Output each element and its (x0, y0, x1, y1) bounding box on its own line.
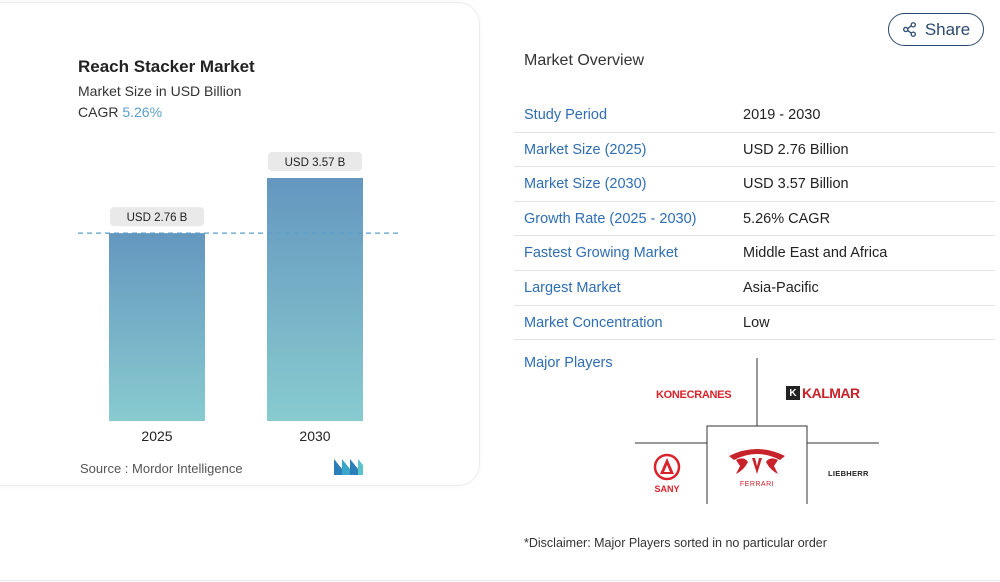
x-tick-label: 2025 (141, 428, 172, 444)
cagr-label: CAGR (78, 104, 119, 120)
data-label-bg (110, 207, 204, 227)
overview-value: 5.26% CAGR (743, 210, 831, 227)
kalmar-logo[interactable]: K KALMAR (786, 385, 860, 401)
overview-value: Asia-Pacific (743, 279, 819, 296)
kalmar-wordmark: KALMAR (802, 385, 860, 401)
overview-key: Market Size (2025) (524, 141, 647, 158)
overview-row: Market Concentration Low (514, 306, 995, 341)
overview-row: Fastest Growing Market Middle East and Af… (514, 236, 995, 271)
overview-row: Growth Rate (2025 - 2030) 5.26% CAGR (514, 202, 995, 237)
sany-wordmark: SANY (654, 484, 680, 494)
overview-value: 2019 - 2030 (743, 107, 821, 123)
overview-key: Growth Rate (2025 - 2030) (524, 210, 697, 227)
overview-row: Largest Market Asia-Pacific (514, 271, 995, 306)
overview-key: Market Size (2030) (524, 176, 647, 193)
bar-2030 (267, 178, 363, 421)
overview-value: USD 3.57 Billion (743, 176, 849, 193)
data-label: USD 2.76 B (127, 212, 188, 224)
share-icon (902, 22, 916, 37)
overview-key: Market Concentration (524, 314, 663, 331)
ferrari-logo[interactable]: FERRARI (726, 446, 788, 488)
chart-cagr: CAGR 5.26% (78, 104, 162, 120)
mordor-intelligence-logo (334, 459, 363, 475)
sany-mark-icon (653, 453, 681, 481)
bar-chart: USD 2.76 B 2025 USD 3.57 B 2030 (78, 152, 398, 444)
share-button[interactable]: Share (888, 13, 984, 46)
data-label: USD 3.57 B (285, 157, 346, 169)
sany-logo[interactable]: SANY (650, 453, 684, 494)
disclaimer: *Disclaimer: Major Players sorted in no … (524, 536, 827, 550)
chart-title: Reach Stacker Market (78, 57, 255, 76)
major-players-title: Major Players (524, 355, 613, 371)
overview-value: Low (743, 314, 770, 331)
kalmar-mark-icon: K (786, 386, 800, 400)
konecranes-logo[interactable]: KONECRANES (656, 389, 732, 401)
x-tick-label: 2030 (299, 428, 330, 444)
chart-subtitle: Market Size in USD Billion (78, 83, 242, 99)
bottom-divider (0, 580, 1000, 581)
chart-card (0, 2, 480, 486)
chart-source: Source : Mordor Intelligence (80, 461, 243, 476)
overview-row: Market Size (2030) USD 3.57 Billion (514, 167, 995, 202)
ferrari-wordmark: FERRARI (739, 481, 775, 488)
overview-table: Study Period 2019 - 2030 Market Size (202… (514, 98, 995, 341)
overview-row: Market Size (2025) USD 2.76 Billion (514, 133, 995, 168)
cagr-value: 5.26% (122, 104, 163, 120)
overview-value: Middle East and Africa (743, 245, 888, 262)
overview-title: Market Overview (524, 52, 645, 69)
overview-key: Fastest Growing Market (524, 245, 678, 262)
ferrari-mark-icon (729, 449, 785, 474)
data-label-bg (268, 152, 362, 171)
liebherr-logo[interactable]: LIEBHERR (828, 469, 869, 478)
bar-2025 (109, 233, 205, 421)
overview-key: Study Period (524, 107, 608, 123)
overview-key: Largest Market (524, 279, 621, 296)
overview-value: USD 2.76 Billion (743, 141, 849, 158)
share-label: Share (924, 19, 971, 39)
overview-row: Study Period 2019 - 2030 (514, 98, 995, 133)
